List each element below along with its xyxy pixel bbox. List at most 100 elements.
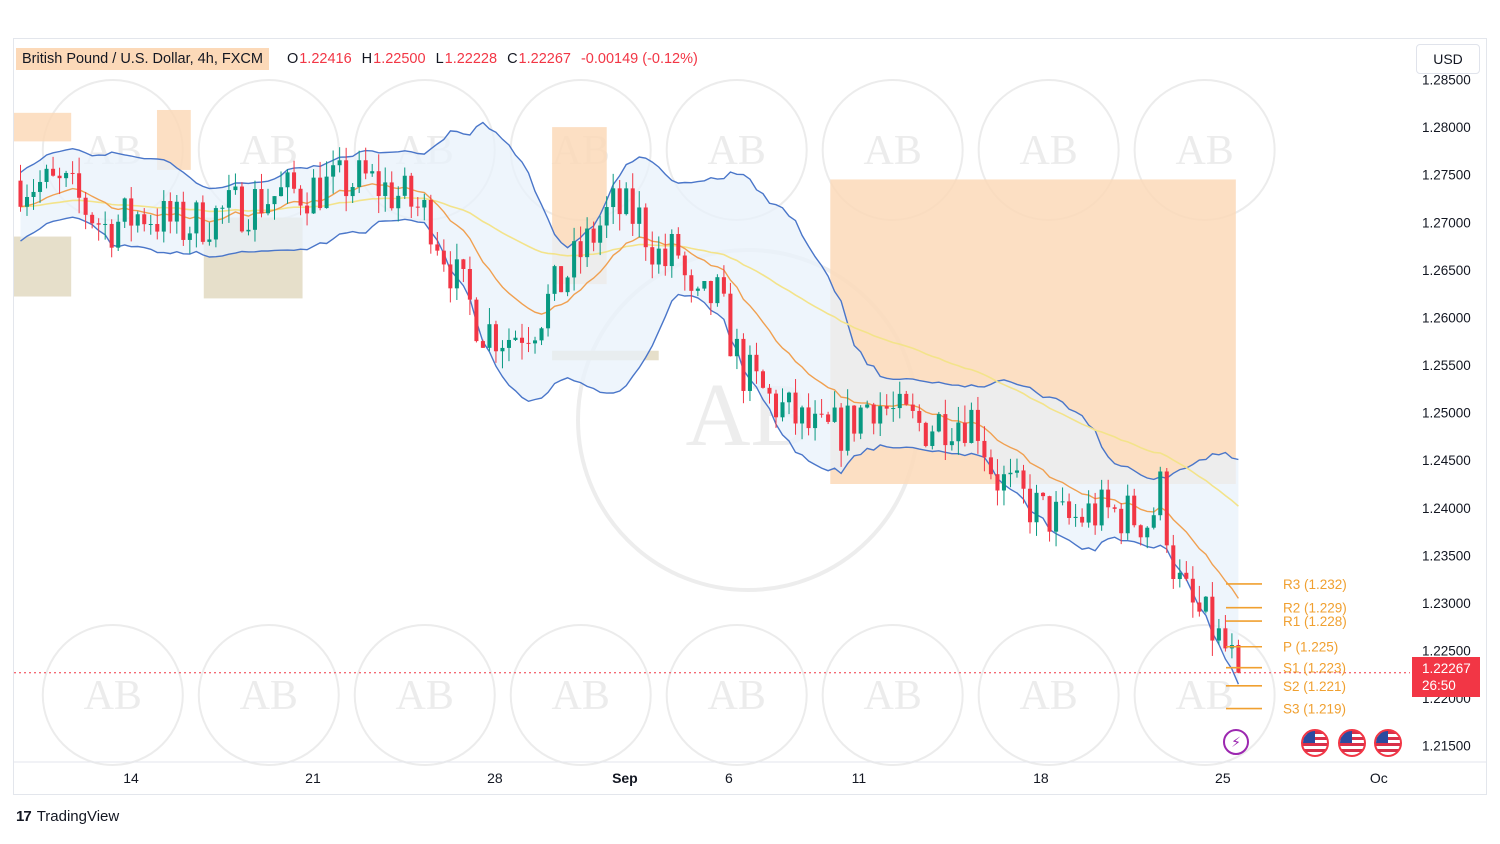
pivot-label: S1 (1.223) <box>1283 661 1346 676</box>
candle <box>370 163 375 177</box>
candle <box>337 147 342 173</box>
tradingview-logo-text: TradingView <box>36 808 120 825</box>
candle-body <box>826 414 831 422</box>
price-tick-label: 1.26000 <box>1422 310 1471 325</box>
watermark-ring <box>353 624 496 766</box>
pivot-level: P (1.225) <box>1226 640 1338 655</box>
candle <box>1047 495 1052 542</box>
candle <box>773 389 779 428</box>
candle-body <box>194 202 199 234</box>
candle-body <box>676 233 681 256</box>
candle <box>975 396 980 454</box>
candle-body <box>1021 470 1026 489</box>
candle <box>982 426 987 472</box>
candle-body <box>331 165 336 177</box>
candle <box>467 256 472 316</box>
candle <box>1067 493 1072 525</box>
price-axis[interactable]: 1.28500 1.28000 1.27500 1.27000 1.26500 1.260… <box>1422 73 1471 754</box>
candles <box>14 147 1410 674</box>
candle <box>858 405 863 440</box>
pivot-level: R1 (1.228) <box>1226 614 1347 629</box>
us-flag-icon[interactable] <box>1338 729 1366 757</box>
candle-body <box>200 202 205 242</box>
candle <box>278 171 284 197</box>
time-tick-label: 18 <box>1033 770 1049 786</box>
candle <box>533 336 538 354</box>
candle-body <box>1145 527 1150 538</box>
candle-body <box>1132 495 1137 526</box>
candle-body <box>480 341 485 348</box>
watermark-text: AB <box>708 128 766 174</box>
candle <box>77 157 82 214</box>
candle-body <box>298 188 303 206</box>
candle-body <box>930 431 935 446</box>
candle-body <box>239 186 244 232</box>
candle <box>611 173 616 224</box>
candle <box>956 406 961 455</box>
candle <box>1080 508 1085 527</box>
time-axis[interactable]: 14 21 28 Sep 6 11 18 25 Oc <box>14 761 1486 786</box>
candle-body <box>1164 471 1169 546</box>
candle-body <box>1216 628 1221 641</box>
symbol-title[interactable]: British Pound / U.S. Dollar, 4h, FXCM <box>16 48 269 70</box>
watermark-text: AB <box>1175 673 1233 719</box>
candle <box>31 179 36 210</box>
candle <box>819 399 824 418</box>
candle <box>1041 492 1046 501</box>
candle <box>246 219 251 236</box>
candle <box>1138 524 1143 546</box>
candle-body <box>1171 545 1176 580</box>
candle-body <box>96 223 101 225</box>
candle <box>435 232 440 256</box>
candle-body <box>936 414 941 432</box>
fast-moving-average-line <box>20 183 1239 599</box>
us-flag-icon[interactable] <box>1374 729 1402 757</box>
candle <box>207 222 212 246</box>
candle-body <box>728 293 733 357</box>
candle-body <box>487 324 492 348</box>
candle <box>298 185 303 216</box>
candle <box>500 340 505 369</box>
pivot-label: R1 (1.228) <box>1283 614 1347 629</box>
candle <box>376 154 381 214</box>
candle <box>174 194 179 234</box>
lightning-icon[interactable]: ⚡ <box>1223 729 1249 755</box>
candle <box>767 383 772 404</box>
candle-body <box>1158 471 1163 516</box>
candle-body <box>565 277 570 293</box>
candle-body <box>64 172 69 179</box>
candle <box>493 320 498 363</box>
candle-body <box>1093 503 1098 526</box>
candle-body <box>337 160 342 166</box>
candle <box>949 428 954 451</box>
candle-body <box>643 207 648 248</box>
currency-unit-button[interactable]: USD <box>1416 44 1480 74</box>
candle <box>1060 487 1065 506</box>
tradingview-logo[interactable]: 17 TradingView <box>16 808 119 825</box>
candle-body <box>741 338 746 391</box>
slow-moving-average-line <box>20 196 1239 507</box>
us-flag-icon[interactable] <box>1301 729 1329 757</box>
candle <box>64 170 69 187</box>
candle <box>1073 503 1078 527</box>
candle <box>233 173 238 195</box>
candle-body <box>721 277 726 294</box>
candle-body <box>1106 489 1111 508</box>
candle <box>1054 491 1059 547</box>
watermark-text: AB <box>708 673 766 719</box>
candle-body <box>181 201 186 240</box>
candle-body <box>747 354 752 391</box>
candle <box>324 161 329 209</box>
candle <box>663 233 668 276</box>
candle-body <box>526 342 531 344</box>
moving-averages <box>20 183 1239 599</box>
candle-body <box>1047 496 1052 532</box>
candle <box>200 195 205 245</box>
candle <box>656 236 661 274</box>
candle <box>311 169 316 214</box>
candle-body <box>982 440 987 458</box>
candle <box>988 449 993 480</box>
candle-body <box>988 457 993 475</box>
candle-body <box>760 371 765 388</box>
